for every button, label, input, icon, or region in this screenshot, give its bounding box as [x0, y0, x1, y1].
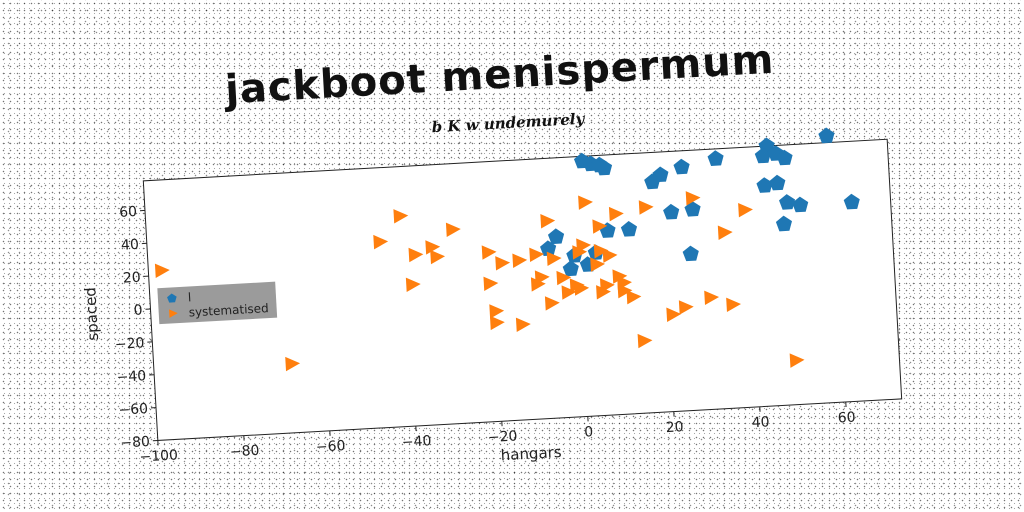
y-tick-label: −80	[120, 434, 150, 452]
scatter-point-systematised	[738, 202, 753, 218]
scatter-point-systematised	[717, 225, 733, 240]
scatter-point-l	[754, 147, 771, 164]
y-tick-label: −20	[114, 335, 144, 353]
scatter-point-l	[707, 150, 724, 166]
scatter-point-systematised	[512, 253, 528, 268]
scatter-point-l	[620, 221, 638, 237]
x-tick-label: 20	[665, 419, 684, 436]
scatter-point-systematised	[726, 297, 741, 313]
legend-box	[157, 281, 278, 325]
scatter-point-l	[547, 228, 565, 245]
x-tick-label: −100	[139, 447, 178, 465]
x-tick-label: 40	[751, 414, 770, 431]
x-tick-label: −20	[488, 428, 518, 446]
scatter-point-systematised	[590, 257, 606, 272]
scatter-point-systematised	[602, 248, 618, 263]
scatter-point-systematised	[483, 276, 499, 291]
scatter-point-systematised	[544, 296, 560, 311]
scatter-point-systematised	[154, 263, 170, 279]
scatter-point-systematised	[685, 191, 701, 206]
chart-subtitle: b K w undemurely	[431, 110, 586, 137]
scatter-point-systematised	[530, 277, 546, 292]
scatter-point-systematised	[408, 247, 424, 263]
scatter-point-systematised	[574, 281, 590, 296]
scatter-point-systematised	[612, 269, 628, 284]
scatter-point-l	[756, 177, 773, 193]
scatter-point-l	[663, 203, 680, 220]
scatter-point-systematised	[572, 245, 588, 260]
scatter-point-systematised	[481, 245, 497, 260]
scatter-point-systematised	[430, 249, 446, 265]
scatter-point-l	[769, 174, 786, 191]
scatter-point-systematised	[445, 222, 461, 238]
scatter-point-l	[540, 240, 557, 257]
scatter-point-l	[644, 173, 661, 190]
scatter-point-systematised	[489, 304, 505, 319]
y-tick-label: −40	[116, 368, 146, 386]
scatter-point-systematised	[285, 356, 301, 372]
scatter-point-systematised	[373, 234, 389, 250]
scatter-point-systematised	[666, 307, 682, 322]
scatter-point-systematised	[592, 219, 608, 234]
scatter-point-l	[682, 245, 699, 262]
scatter-point-systematised	[593, 244, 609, 259]
y-tick-label: −60	[118, 401, 148, 419]
scatter-point-systematised	[556, 270, 572, 286]
scatter-point-systematised	[596, 285, 611, 300]
scatter-point-l	[775, 215, 792, 232]
x-tick-label: −40	[402, 433, 432, 451]
y-tick-label: 20	[122, 270, 141, 287]
axis-ticks: −100 −80 −60 −40 −20 0 20 40 60−80−60−40−2002040…	[114, 204, 856, 466]
scatter-point-systematised	[529, 247, 545, 263]
legend-marker	[167, 293, 177, 303]
scatter-point-systematised	[561, 285, 577, 300]
scatter-point-systematised	[637, 333, 653, 349]
data-marks	[154, 127, 860, 372]
scatter-point-systematised	[576, 238, 592, 253]
scatter-point-systematised	[678, 300, 694, 315]
legend-label: systematised	[188, 301, 269, 319]
y-axis-label: spaced	[81, 287, 102, 341]
scatter-point-systematised	[515, 317, 531, 333]
x-tick-label: 0	[584, 424, 594, 440]
y-tick-label: 0	[133, 302, 143, 318]
scatter-point-systematised	[626, 289, 642, 305]
chart-title: jackboot menispermum	[222, 37, 776, 114]
y-tick-label: 60	[119, 204, 138, 221]
scatter-point-l	[792, 196, 809, 213]
scatter-point-systematised	[704, 290, 720, 306]
scatter-point-l	[776, 149, 793, 166]
scatter-point-l	[673, 158, 690, 175]
legend-marker	[169, 309, 178, 318]
scatter-point-l	[843, 193, 860, 210]
scatter-point-l	[562, 260, 579, 277]
scatter-point-systematised	[608, 206, 624, 222]
legend-label: l	[188, 290, 192, 304]
scatter-point-l	[595, 159, 613, 176]
scatter-point-l	[684, 200, 701, 217]
scatter-point-systematised	[617, 283, 633, 299]
scatter-point-systematised	[578, 195, 593, 210]
x-tick-label: −60	[316, 438, 346, 456]
x-axis-label: hangars	[500, 443, 562, 464]
scatter-point-systematised	[495, 256, 511, 271]
scatter-point-systematised	[789, 353, 805, 368]
scatter-point-systematised	[638, 200, 654, 215]
scatter-point-systematised	[546, 251, 562, 267]
plot-background	[142, 138, 903, 441]
scatter-point-l	[818, 127, 835, 144]
y-tick-label: 40	[121, 237, 140, 254]
scatter-point-systematised	[425, 240, 441, 255]
scatter-point-systematised	[489, 315, 505, 331]
scatter-point-l	[779, 194, 796, 210]
scatter-point-systematised	[393, 209, 409, 224]
x-tick-label: −80	[230, 443, 260, 461]
x-tick-label: 60	[837, 409, 856, 426]
scatter-point-systematised	[540, 214, 556, 229]
plot-area: −100 −80 −60 −40 −20 0 20 40 60−80−60−40−2002040…	[81, 127, 903, 466]
scatter-point-systematised	[405, 277, 421, 293]
